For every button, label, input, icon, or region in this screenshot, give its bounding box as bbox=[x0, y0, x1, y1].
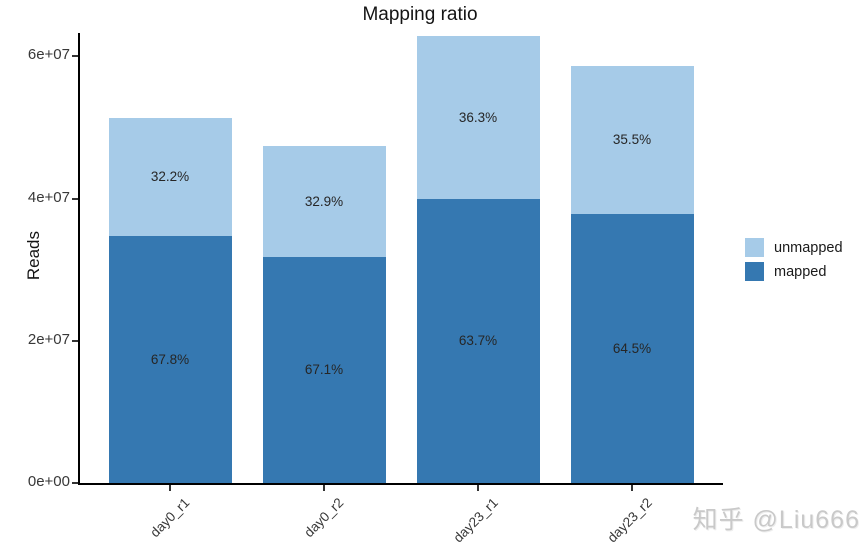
y-axis-title: Reads bbox=[24, 231, 43, 281]
bar-percent-label: 32.9% bbox=[304, 193, 344, 209]
y-tick-mark bbox=[72, 55, 78, 58]
bar-percent-label: 63.7% bbox=[458, 333, 498, 349]
bar-percent-label: 36.3% bbox=[458, 110, 498, 125]
bar-segment-mapped: 67.1% bbox=[262, 256, 386, 483]
x-tick-label: day23_r2 bbox=[604, 495, 655, 546]
legend-label-unmapped: unmapped bbox=[774, 239, 843, 256]
x-tick-label: day23_r1 bbox=[450, 495, 501, 546]
plot-panel: 67.8% 32.2% 67.1% 32.9% 63.7% 36.3% 64.5% 35.5% bbox=[80, 35, 723, 483]
y-tick-mark bbox=[72, 339, 78, 342]
watermark: 知乎 @Liu666 bbox=[692, 506, 860, 534]
y-tick-mark bbox=[72, 482, 78, 484]
x-axis-line bbox=[78, 483, 723, 485]
legend-item-mapped: mapped bbox=[745, 262, 843, 281]
y-tick-label: 4e+07 bbox=[27, 188, 70, 206]
bar-segment-unmapped: 35.5% bbox=[570, 65, 694, 214]
bar-segment-mapped: 63.7% bbox=[416, 198, 540, 483]
bar-percent-label: 67.1% bbox=[304, 362, 344, 378]
legend: unmapped mapped bbox=[745, 238, 843, 286]
bar-segment-mapped: 64.5% bbox=[570, 213, 694, 483]
bar-segment-unmapped: 32.9% bbox=[262, 145, 386, 257]
bar-segment-unmapped: 36.3% bbox=[416, 36, 540, 199]
x-tick-mark bbox=[631, 485, 633, 491]
legend-swatch-unmapped bbox=[745, 238, 764, 257]
bar-percent-label: 32.2% bbox=[150, 169, 190, 185]
y-tick-label: 6e+07 bbox=[27, 46, 70, 64]
x-tick-mark bbox=[169, 485, 171, 491]
legend-item-unmapped: unmapped bbox=[745, 238, 843, 257]
chart-title: Mapping ratio bbox=[362, 4, 478, 25]
y-tick-label: 2e+07 bbox=[27, 330, 70, 348]
x-tick-label: day0_r1 bbox=[147, 495, 193, 541]
y-axis-line bbox=[78, 33, 80, 485]
bar-percent-label: 35.5% bbox=[612, 132, 652, 148]
y-tick-label: 0e+00 bbox=[27, 473, 70, 490]
x-tick-label: day0_r2 bbox=[301, 495, 347, 541]
bar-percent-label: 64.5% bbox=[612, 340, 652, 356]
y-tick-mark bbox=[72, 197, 78, 200]
bar-segment-mapped: 67.8% bbox=[108, 235, 232, 483]
legend-swatch-mapped bbox=[745, 262, 764, 281]
legend-label-mapped: mapped bbox=[774, 263, 827, 280]
bar-percent-label: 67.8% bbox=[150, 351, 190, 367]
bar-segment-unmapped: 32.2% bbox=[108, 118, 232, 236]
x-tick-mark bbox=[323, 485, 325, 491]
x-tick-mark bbox=[477, 485, 479, 491]
